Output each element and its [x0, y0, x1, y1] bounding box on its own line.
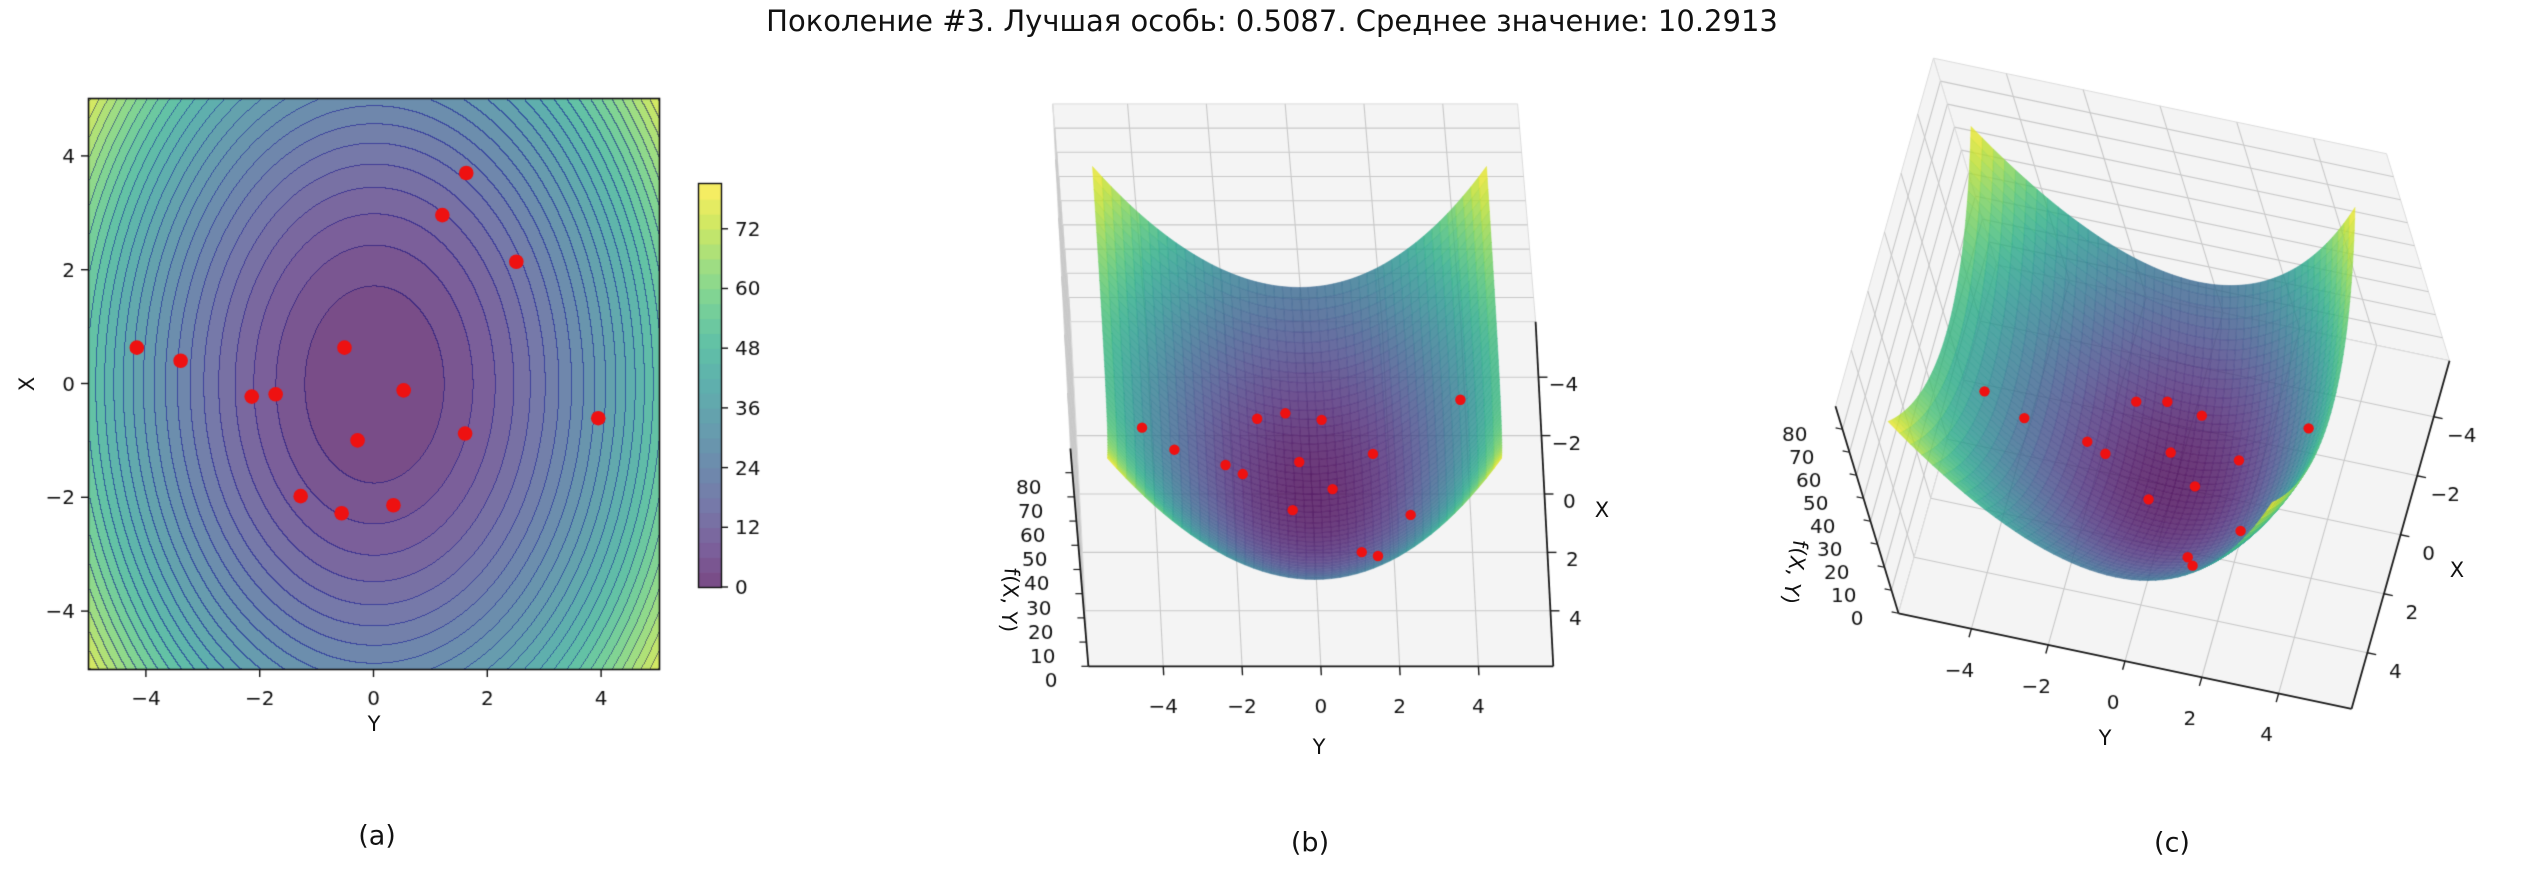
surface-subplot-b: [1000, 55, 1620, 755]
subplot-b-caption: (b): [1290, 827, 1330, 859]
figure-title: Поколение #3. Лучшая особь: 0.5087. Сред…: [766, 4, 1778, 38]
subplot-b-xaxis-label: X: [1594, 498, 1610, 522]
subplot-c-yaxis-label: Y: [2098, 726, 2112, 750]
contour-subplot-a: [89, 99, 659, 669]
surface-subplot-c: [1750, 40, 2510, 770]
subplot-c-caption: (c): [2154, 827, 2190, 859]
subplot-a-yaxis-label: X: [15, 376, 39, 392]
colorbar: [699, 184, 721, 587]
subplot-b-yaxis-label: Y: [1312, 735, 1326, 759]
subplot-a-caption: (a): [358, 820, 396, 852]
subplot-a-xaxis-label: Y: [367, 712, 381, 736]
subplot-c-xaxis-label: X: [2449, 558, 2465, 582]
subplot-b-zaxis-label: f(X, Y): [996, 567, 1024, 633]
